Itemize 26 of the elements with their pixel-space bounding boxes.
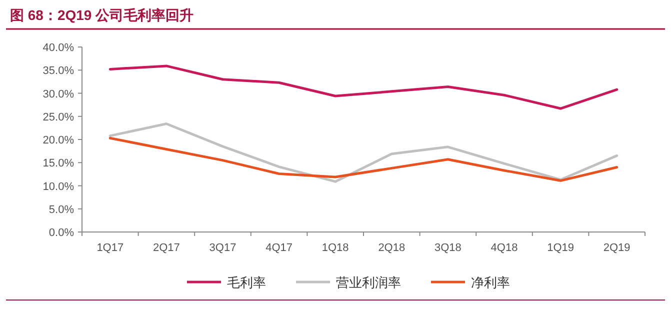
y-tick-label: 35.0% [42,65,74,78]
x-tick-label: 3Q17 [209,242,236,254]
x-tick-label: 1Q17 [96,242,124,254]
x-tick-label: 2Q17 [152,242,180,254]
y-tick-label: 5.0% [48,204,74,216]
legend-label: 净利率 [471,275,510,290]
y-tick-label: 10.0% [42,180,74,193]
x-tick-label: 3Q18 [434,242,462,254]
x-tick-label: 2Q18 [378,242,406,254]
y-tick-label: 40.0% [42,42,74,54]
line-series [108,136,618,182]
legend-label: 营业利润率 [336,275,401,290]
legend-label: 毛利率 [227,275,266,290]
x-tick-label: 1Q19 [547,242,574,254]
line-series [108,64,618,110]
y-tick-label: 20.0% [42,134,74,146]
line-series [108,122,618,183]
x-tick-label: 2Q19 [603,242,630,254]
y-tick-label: 30.0% [42,88,74,100]
chart-title: 图 68：2Q19 公司毛利率回升 [10,7,194,23]
x-tick-label: 4Q17 [266,242,293,254]
y-tick-label: 25.0% [42,111,74,124]
x-tick-label: 4Q18 [490,242,518,254]
y-tick-label: 15.0% [42,158,74,170]
y-tick-label: 0.0% [48,227,74,239]
x-tick-label: 1Q18 [322,242,349,254]
